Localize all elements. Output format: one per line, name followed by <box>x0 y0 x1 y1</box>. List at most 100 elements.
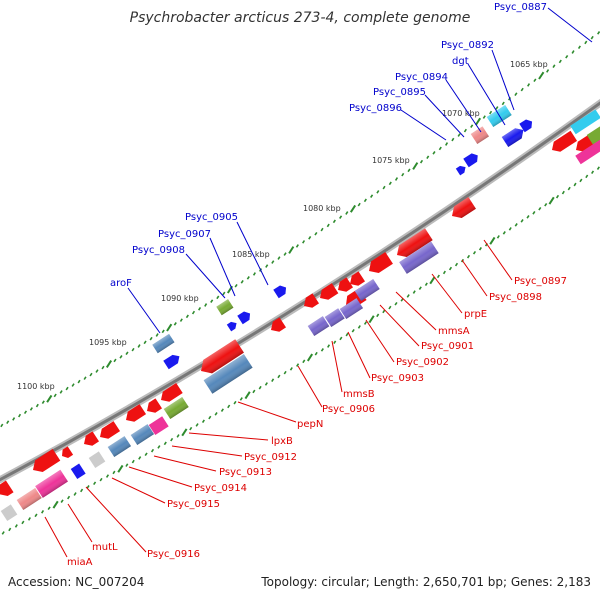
inner-minor-tick <box>388 305 392 310</box>
inner-minor-tick <box>538 206 542 211</box>
inner-minor-tick <box>394 301 398 306</box>
gene-psyc-0915[interactable] <box>70 463 86 480</box>
gene-psyc-0912b[interactable] <box>123 404 147 425</box>
outer-minor-tick <box>376 190 380 194</box>
inner-minor-tick <box>150 448 155 453</box>
gene-psyc-0911[interactable] <box>158 382 183 405</box>
gene-psyc-0906b[interactable] <box>226 320 239 332</box>
gene-psyc-0900[interactable] <box>365 252 393 277</box>
scale-label-1070: 1070 kbp <box>442 109 480 118</box>
gene-psyc-0904[interactable] <box>317 283 339 303</box>
gene-psyc-0915a[interactable] <box>88 451 106 469</box>
outer-minor-tick <box>18 413 22 418</box>
gene-psyc-0896[interactable] <box>455 164 468 176</box>
outer-minor-tick <box>339 215 343 219</box>
gene-psyc-0887[interactable] <box>570 109 600 135</box>
gene-psyc-0915b[interactable] <box>59 446 74 460</box>
gene-psyc-0914b[interactable] <box>81 431 100 449</box>
label-psyc-0907: Psyc_0907 <box>158 229 211 240</box>
inner-minor-tick <box>189 426 193 431</box>
inner-minor-tick <box>579 178 583 183</box>
label-psyc-0903: Psyc_0903 <box>371 373 424 384</box>
outer-minor-tick <box>546 69 550 73</box>
inner-minor-tick <box>418 286 422 290</box>
outer-major-tick <box>474 117 482 126</box>
inner-minor-tick <box>138 456 142 460</box>
inner-minor-tick <box>80 488 84 493</box>
gene-psyc-0913b[interactable] <box>97 421 121 442</box>
gene-psyc-0889[interactable] <box>549 130 578 155</box>
inner-minor-tick <box>526 215 530 219</box>
outer-minor-tick <box>29 407 33 411</box>
inner-major-tick <box>181 428 188 437</box>
outer-minor-tick <box>283 252 287 256</box>
label-psyc-0896: Psyc_0896 <box>349 103 402 114</box>
outer-minor-tick <box>419 159 424 164</box>
inner-major-tick <box>244 391 251 400</box>
inner-minor-tick <box>67 495 71 500</box>
outer-minor-tick <box>216 295 220 300</box>
gene-psyc-0895[interactable] <box>463 151 480 168</box>
scale-label-1075: 1075 kbp <box>372 156 410 165</box>
outer-minor-tick <box>89 372 93 377</box>
gene-psyc-0905[interactable] <box>273 283 289 299</box>
outer-minor-tick <box>357 202 361 207</box>
gene-psyc-0893[interactable] <box>519 117 535 133</box>
outer-minor-tick <box>101 365 105 370</box>
inner-minor-tick <box>125 463 129 467</box>
outer-minor-tick <box>137 344 141 348</box>
outer-minor-tick <box>302 240 306 244</box>
label-mmsB: mmsB <box>343 389 375 400</box>
gene-psyc-0904b[interactable] <box>301 293 320 311</box>
inner-minor-tick <box>502 231 506 235</box>
gene-psyc-0891[interactable] <box>575 139 600 165</box>
inner-minor-tick <box>214 412 218 416</box>
inner-minor-tick <box>327 344 331 348</box>
outer-minor-tick <box>597 31 600 35</box>
outer-minor-tick <box>6 420 10 425</box>
gene-psyc-0901a[interactable] <box>347 271 366 289</box>
gene-psyc-0917[interactable] <box>0 480 14 500</box>
gene-psyc-0910[interactable] <box>163 352 182 370</box>
outer-minor-tick <box>265 264 269 268</box>
label-miaa: miaA <box>67 557 93 568</box>
gene-psyc-0907[interactable] <box>237 309 253 325</box>
label-psyc-0902: Psyc_0902 <box>396 357 449 368</box>
outer-major-tick <box>288 246 295 254</box>
scale-label-1065: 1065 kbp <box>510 60 548 69</box>
inner-major-tick <box>548 196 555 205</box>
inner-major-tick <box>306 353 314 362</box>
outer-minor-tick <box>35 403 39 408</box>
inner-major-tick <box>368 315 375 324</box>
outer-minor-tick <box>191 310 196 315</box>
outer-minor-tick <box>514 92 518 97</box>
inner-minor-tick <box>496 235 500 239</box>
genome-backbone <box>0 98 600 484</box>
gene-miaA[interactable] <box>0 504 18 522</box>
gene-psyc-0888[interactable] <box>586 124 600 146</box>
outer-minor-tick <box>426 155 430 160</box>
inner-minor-tick <box>99 477 103 482</box>
gene-psyc-0902a[interactable] <box>335 277 354 295</box>
inner-minor-tick <box>508 227 512 231</box>
label-lpxB: lpxB <box>271 436 293 447</box>
outer-minor-tick <box>65 386 69 391</box>
outer-minor-tick <box>234 283 238 288</box>
gene-psyc-0906[interactable] <box>268 317 287 335</box>
outer-minor-tick <box>222 291 226 296</box>
outer-minor-tick <box>204 303 208 307</box>
inner-minor-tick <box>208 415 212 420</box>
gene-psyc-0911b[interactable] <box>144 398 163 416</box>
inner-minor-tick <box>264 382 268 386</box>
inner-minor-tick <box>351 328 355 333</box>
genome-title: Psychrobacter arcticus 273-4, complete g… <box>129 10 471 26</box>
outer-minor-tick <box>314 231 318 236</box>
inner-minor-tick <box>406 294 410 298</box>
outer-minor-tick <box>77 379 81 384</box>
inner-minor-tick <box>258 385 262 390</box>
outer-minor-tick <box>332 219 336 224</box>
gene-psyc-0912[interactable] <box>148 416 169 436</box>
outer-major-tick <box>412 162 419 170</box>
gene-psyc-0916b[interactable] <box>29 448 61 476</box>
inner-minor-tick <box>296 363 300 367</box>
